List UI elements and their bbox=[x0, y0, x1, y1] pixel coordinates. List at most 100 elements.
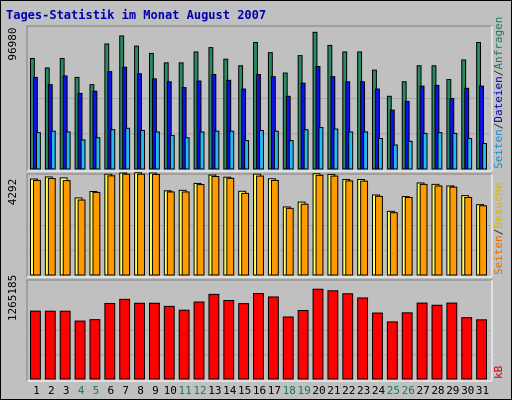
bar-kb-day-2 bbox=[44, 310, 56, 380]
bar-seiten-day-14 bbox=[226, 177, 235, 276]
day-label-13: 13 bbox=[208, 384, 221, 397]
bar-dateien-day-25 bbox=[389, 109, 395, 170]
legend: Seiten/Besuche bbox=[492, 182, 505, 275]
legend: kB bbox=[492, 365, 505, 379]
day-label-26: 26 bbox=[402, 384, 415, 397]
bar-seiten-day-7 bbox=[125, 127, 131, 170]
legend: Seiten/Dateien/Anfragen bbox=[492, 17, 505, 169]
bar-dateien-day-24 bbox=[375, 88, 380, 170]
bar-dateien-day-14 bbox=[226, 79, 232, 170]
series-dateien bbox=[33, 66, 485, 170]
bar-dateien-day-18 bbox=[285, 95, 291, 170]
bar-seiten-day-30 bbox=[464, 197, 473, 276]
bar-seiten-day-17 bbox=[270, 179, 279, 276]
bar-seiten-day-10 bbox=[166, 191, 175, 276]
bar-seiten-day-23 bbox=[360, 180, 369, 276]
bar-kb-day-14 bbox=[223, 299, 235, 380]
bar-dateien-day-20 bbox=[315, 66, 321, 170]
y-max-label: 4292 bbox=[6, 179, 19, 206]
bar-seiten-day-1 bbox=[36, 132, 41, 170]
bar-seiten-day-9 bbox=[154, 131, 160, 170]
bar-seiten-day-30 bbox=[467, 137, 473, 170]
day-label-25: 25 bbox=[387, 384, 400, 397]
day-label-14: 14 bbox=[223, 384, 237, 397]
day-label-3: 3 bbox=[63, 384, 70, 397]
bar-seiten-day-31 bbox=[479, 205, 488, 276]
bar-seiten-day-25 bbox=[389, 212, 398, 276]
day-label-24: 24 bbox=[372, 384, 386, 397]
bar-seiten-day-24 bbox=[378, 137, 383, 170]
bar-seiten-day-9 bbox=[151, 173, 160, 276]
bar-dateien-day-16 bbox=[256, 74, 261, 170]
panel-bottom: 1265185 kB bbox=[6, 275, 505, 382]
bar-seiten-day-8 bbox=[140, 129, 145, 170]
bar-dateien-day-12 bbox=[196, 80, 202, 170]
legend-entry: Seiten bbox=[492, 235, 505, 275]
bar-seiten-day-28 bbox=[434, 185, 443, 276]
day-label-5: 5 bbox=[93, 384, 100, 397]
day-label-1: 1 bbox=[33, 384, 40, 397]
day-label-20: 20 bbox=[312, 384, 325, 397]
bar-dateien-day-4 bbox=[77, 92, 83, 170]
bar-seiten-day-15 bbox=[244, 140, 250, 170]
day-label-8: 8 bbox=[137, 384, 144, 397]
bar-kb-day-21 bbox=[327, 290, 339, 380]
bar-seiten-day-16 bbox=[259, 129, 264, 170]
legend-entry: / bbox=[492, 123, 505, 130]
bar-seiten-day-26 bbox=[404, 197, 413, 276]
bar-kb-day-4 bbox=[74, 320, 86, 380]
bar-seiten-day-11 bbox=[184, 137, 190, 170]
bar-kb-day-31 bbox=[476, 319, 488, 380]
bar-seiten-day-22 bbox=[348, 131, 354, 170]
bar-seiten-day-14 bbox=[229, 130, 235, 170]
bar-seiten-day-13 bbox=[214, 130, 220, 170]
day-label-31: 31 bbox=[476, 384, 489, 397]
bar-seiten-day-13 bbox=[211, 176, 220, 276]
bar-seiten-day-16 bbox=[256, 175, 264, 276]
bar-seiten-day-2 bbox=[50, 130, 56, 170]
bar-seiten-day-12 bbox=[196, 184, 205, 276]
bar-dateien-day-8 bbox=[137, 73, 142, 170]
bar-seiten-day-29 bbox=[452, 132, 458, 170]
bar-kb-day-11 bbox=[178, 309, 190, 380]
bar-seiten-day-12 bbox=[199, 131, 205, 170]
bar-seiten-day-18 bbox=[285, 207, 294, 276]
bar-dateien-day-30 bbox=[464, 87, 470, 170]
day-label-19: 19 bbox=[297, 384, 310, 397]
legend-entry: Seiten bbox=[492, 129, 505, 169]
bar-dateien-day-17 bbox=[270, 76, 276, 170]
bar-seiten-day-5 bbox=[95, 137, 101, 170]
legend-entry: Dateien bbox=[492, 76, 505, 122]
bar-dateien-day-5 bbox=[92, 90, 98, 170]
bar-seiten-day-19 bbox=[303, 129, 309, 170]
bar-dateien-day-19 bbox=[300, 82, 306, 170]
day-label-2: 2 bbox=[48, 384, 55, 397]
bar-seiten-day-20 bbox=[315, 174, 324, 276]
bar-seiten-day-3 bbox=[65, 131, 71, 170]
legend-entry: / bbox=[492, 70, 505, 77]
bar-dateien-day-28 bbox=[434, 84, 440, 170]
day-label-17: 17 bbox=[268, 384, 281, 397]
bar-seiten-day-10 bbox=[169, 135, 175, 170]
bar-kb-day-22 bbox=[342, 293, 354, 380]
bar-kb-day-16 bbox=[253, 293, 264, 380]
bar-kb-day-15 bbox=[238, 303, 250, 380]
series-seiten bbox=[33, 173, 488, 276]
panel-middle: 4292 Seiten/Besuche bbox=[6, 172, 505, 278]
y-max-label: 1265185 bbox=[6, 275, 19, 321]
bar-seiten-day-23 bbox=[363, 131, 369, 170]
bar-kb-day-25 bbox=[386, 321, 398, 380]
bar-seiten-day-5 bbox=[92, 191, 101, 276]
bar-kb-day-28 bbox=[431, 304, 443, 380]
bar-kb-day-12 bbox=[193, 301, 205, 380]
bar-kb-day-17 bbox=[267, 296, 279, 380]
bar-kb-day-26 bbox=[401, 312, 413, 380]
bar-seiten-day-27 bbox=[419, 183, 428, 276]
day-label-11: 11 bbox=[179, 384, 192, 397]
bar-seiten-day-21 bbox=[333, 128, 339, 170]
bar-kb-day-8 bbox=[134, 302, 145, 380]
bar-seiten-day-2 bbox=[47, 178, 56, 276]
bar-dateien-day-22 bbox=[345, 81, 351, 170]
